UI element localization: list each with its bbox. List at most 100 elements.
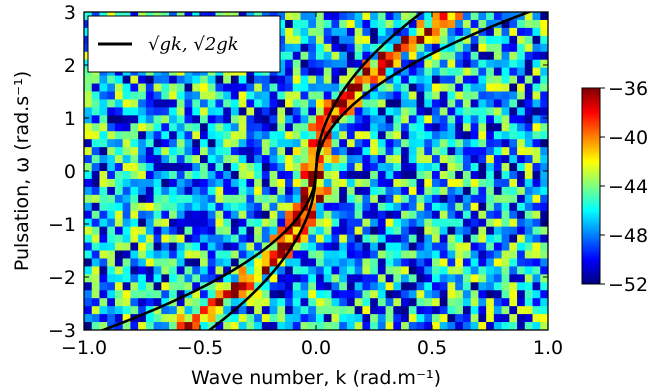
heatmap-cell (192, 266, 201, 275)
x-axis-ticks: −1.0 −0.5 0.0 0.5 1.0 (61, 12, 563, 359)
heatmap-cell (540, 91, 548, 100)
heatmap-cell (517, 163, 526, 172)
heatmap-cell (486, 266, 495, 275)
heatmap-cell (308, 234, 317, 243)
heatmap-cell (524, 226, 533, 235)
heatmap-cell (385, 186, 394, 196)
heatmap-cell (114, 83, 124, 92)
heatmap-cell (192, 123, 201, 132)
heatmap-cell (138, 163, 147, 172)
heatmap-cell (362, 250, 371, 259)
heatmap-cell (416, 226, 425, 235)
heatmap-cell (153, 91, 162, 100)
heatmap-cell (200, 266, 209, 275)
heatmap-cell (285, 258, 294, 267)
heatmap-cell (385, 218, 394, 228)
heatmap-cell (91, 234, 100, 243)
heatmap-cell (401, 139, 410, 148)
heatmap-cell (138, 123, 147, 132)
heatmap-cell (447, 83, 456, 92)
heatmap-cell (145, 171, 154, 180)
heatmap-cell (122, 115, 131, 124)
heatmap-cell (432, 306, 441, 315)
heatmap-cell (169, 131, 178, 140)
heatmap-cell (130, 266, 139, 275)
heatmap-cell (470, 226, 479, 235)
heatmap-cell (354, 27, 363, 37)
heatmap-cell (424, 314, 433, 323)
heatmap-cell (393, 178, 402, 188)
heatmap-cell (354, 75, 363, 84)
heatmap-cell (439, 194, 448, 204)
x-tick-label: −1.0 (61, 337, 107, 359)
heatmap-cell (370, 75, 379, 84)
heatmap-cell (277, 19, 286, 29)
heatmap-cell (470, 218, 479, 228)
heatmap-cell (385, 19, 394, 29)
heatmap-cell (540, 19, 548, 29)
heatmap-cell (184, 186, 193, 196)
heatmap-cell (184, 202, 193, 212)
heatmap-cell (385, 43, 394, 53)
heatmap-cell (501, 107, 510, 116)
heatmap-cell (354, 242, 363, 251)
heatmap-cell (517, 242, 526, 251)
heatmap-cell (377, 107, 386, 116)
heatmap-cell (292, 210, 301, 220)
heatmap-cell (153, 250, 162, 259)
heatmap-cell (161, 147, 170, 156)
heatmap-cell (269, 242, 278, 251)
heatmap-cell (370, 258, 379, 267)
heatmap-cell (84, 163, 93, 172)
heatmap-cell (99, 115, 108, 124)
heatmap-cell (285, 314, 294, 323)
heatmap-cell (478, 274, 487, 283)
heatmap-cell (486, 115, 495, 124)
heatmap-cell (192, 218, 201, 228)
heatmap-cell (184, 266, 193, 275)
heatmap-cell (478, 218, 487, 228)
heatmap-cell (447, 12, 456, 21)
heatmap-cell (455, 131, 464, 140)
heatmap-cell (230, 178, 240, 188)
heatmap-cell (416, 266, 425, 275)
heatmap-cell (285, 186, 294, 196)
heatmap-cell (169, 139, 178, 148)
heatmap-cell (540, 202, 548, 212)
heatmap-cell (377, 210, 386, 220)
heatmap-cell (408, 12, 417, 21)
heatmap-cell (540, 107, 548, 116)
heatmap-cell (269, 298, 278, 307)
heatmap-cell (107, 290, 116, 299)
heatmap-cell (470, 194, 479, 204)
heatmap-cell (393, 75, 402, 84)
heatmap-cell (176, 210, 185, 220)
heatmap-cell (501, 202, 510, 212)
heatmap-cell (339, 131, 348, 140)
heatmap-cell (346, 322, 356, 330)
heatmap-cell (416, 59, 425, 69)
heatmap-cell (269, 83, 278, 92)
heatmap-cell (401, 322, 410, 330)
heatmap-cell (107, 155, 116, 164)
heatmap-cell (300, 314, 309, 323)
heatmap-cell (285, 322, 294, 330)
heatmap-cell (462, 226, 472, 235)
heatmap-cell (308, 258, 317, 267)
heatmap-cell (254, 210, 263, 220)
heatmap-cell (509, 123, 518, 132)
heatmap-cell (84, 314, 93, 323)
heatmap-cell (138, 274, 147, 283)
heatmap-cell (246, 123, 255, 132)
heatmap-cell (254, 131, 263, 140)
heatmap-cell (145, 115, 154, 124)
heatmap-cell (462, 194, 472, 204)
heatmap-cell (246, 322, 255, 330)
heatmap-cell (246, 178, 255, 188)
heatmap-cell (401, 155, 410, 164)
heatmap-cell (339, 226, 348, 235)
heatmap-cell (292, 115, 301, 124)
heatmap-cell (215, 115, 224, 124)
heatmap-cell (447, 115, 456, 124)
heatmap-cell (486, 298, 495, 307)
